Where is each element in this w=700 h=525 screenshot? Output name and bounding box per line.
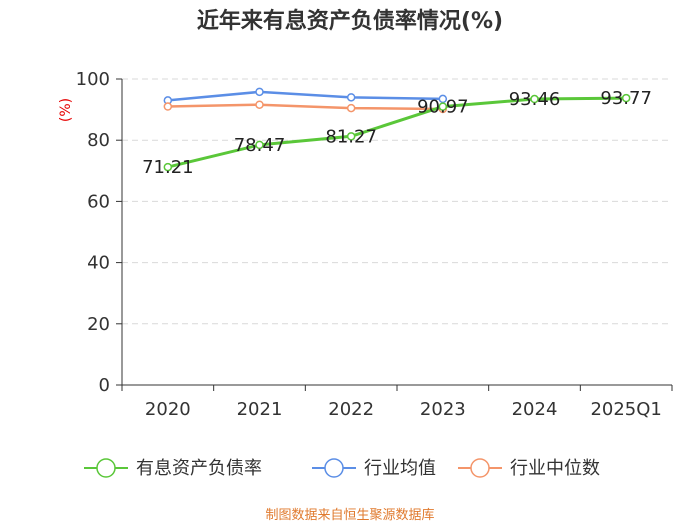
series-0-point-2022 [346, 132, 356, 141]
legend-marker-2 [470, 458, 490, 478]
y-tick-label-0: 0 [99, 375, 110, 396]
x-tick-label-2022: 2022 [328, 399, 374, 420]
axes: 0 20 40 60 80 100 2020 2021 2022 2023 2024 2025Q1 [76, 69, 673, 420]
series-line-0 [167, 96, 627, 169]
y-axis-unit: (%) [58, 98, 74, 122]
x-tick-label-2020: 2020 [145, 399, 191, 420]
y-tick-label-40: 40 [87, 253, 110, 274]
legend-label-2: 行业中位数 [510, 458, 600, 479]
series-1-point-2021 [255, 87, 264, 97]
y-tick-label-60: 60 [87, 191, 110, 212]
legend-label-1: 行业均值 [364, 458, 436, 479]
legend-label-0: 有息资产负债率 [136, 458, 262, 479]
series-layer [163, 87, 631, 172]
data-label-2023: 90.97 [417, 97, 469, 118]
series-2-point-2020 [163, 102, 173, 111]
series-line-2 [167, 103, 443, 111]
data-label-2025Q1: 93.77 [600, 88, 652, 109]
legend-marker-0 [96, 458, 116, 478]
chart-title: 近年来有息资产负债率情况(%) [197, 8, 503, 34]
legend-marker-1 [324, 458, 344, 478]
x-tick-label-2024: 2024 [512, 399, 558, 420]
series-0-point-2020 [163, 162, 173, 172]
series-2-point-2022 [346, 103, 356, 113]
y-tick-label-20: 20 [87, 314, 110, 335]
series-1-point-2022 [346, 93, 356, 102]
data-label-2024: 93.46 [509, 89, 561, 110]
source-note: 制图数据来自恒生聚源数据库 [265, 507, 434, 523]
data-label-2021: 78.47 [234, 135, 286, 156]
x-tick-label-2025Q1: 2025Q1 [590, 399, 661, 420]
data-labels: 71.21 78.47 81.27 90.97 93.46 93.77 [142, 88, 652, 178]
series-0-point-2024 [530, 94, 539, 104]
series-0-point-2021 [255, 140, 264, 150]
y-tick-label-80: 80 [87, 130, 110, 151]
x-tick-label-2021: 2021 [237, 399, 283, 420]
x-tick-label-2023: 2023 [420, 399, 466, 420]
series-0-point-2025Q1 [621, 93, 631, 103]
data-label-2022: 81.27 [325, 126, 377, 147]
y-tick-label-100: 100 [76, 69, 110, 90]
data-label-2020: 71.21 [142, 157, 194, 178]
series-line-1 [167, 90, 443, 102]
series-2-point-2021 [255, 100, 264, 109]
legend: 有息资产负债率 行业均值 行业中位数 [84, 458, 600, 479]
grid-lines [122, 78, 672, 325]
series-0-point-2023 [438, 102, 448, 111]
